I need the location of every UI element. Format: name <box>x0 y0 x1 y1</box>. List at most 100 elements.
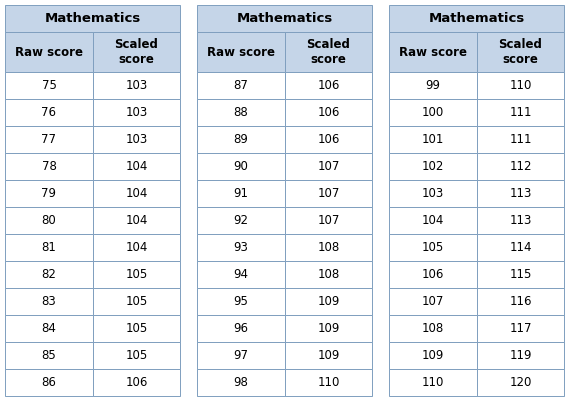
Text: 113: 113 <box>509 187 531 200</box>
Bar <box>285 72 372 99</box>
Bar <box>389 234 477 261</box>
Text: 105: 105 <box>125 295 148 308</box>
Bar <box>5 207 93 234</box>
Text: 109: 109 <box>422 349 444 362</box>
Text: 110: 110 <box>422 376 444 389</box>
Bar <box>197 342 285 369</box>
Bar <box>5 126 93 153</box>
Bar <box>93 261 180 288</box>
Text: Scaled
score: Scaled score <box>115 38 159 66</box>
Bar <box>477 261 564 288</box>
Text: Scaled
score: Scaled score <box>306 38 350 66</box>
Bar <box>389 369 477 396</box>
Text: 105: 105 <box>125 268 148 281</box>
Text: 105: 105 <box>125 322 148 335</box>
Text: 89: 89 <box>234 133 249 146</box>
Bar <box>477 126 564 153</box>
Text: 103: 103 <box>125 133 148 146</box>
Bar <box>197 315 285 342</box>
Bar <box>93 99 180 126</box>
Text: 104: 104 <box>125 160 148 173</box>
Text: 112: 112 <box>509 160 532 173</box>
Text: 87: 87 <box>234 79 249 92</box>
Bar <box>477 315 564 342</box>
Bar <box>197 369 285 396</box>
Bar <box>5 369 93 396</box>
Text: 115: 115 <box>509 268 531 281</box>
Bar <box>389 315 477 342</box>
Text: 104: 104 <box>125 214 148 227</box>
Bar <box>389 207 477 234</box>
Text: 88: 88 <box>234 106 248 119</box>
Text: 111: 111 <box>509 133 532 146</box>
Text: 80: 80 <box>42 214 57 227</box>
Text: 105: 105 <box>125 349 148 362</box>
Text: Mathematics: Mathematics <box>44 12 141 25</box>
Text: 119: 119 <box>509 349 532 362</box>
Text: 84: 84 <box>42 322 57 335</box>
Text: 92: 92 <box>234 214 249 227</box>
Text: Mathematics: Mathematics <box>237 12 332 25</box>
Text: 91: 91 <box>234 187 249 200</box>
Bar <box>93 288 180 315</box>
Bar <box>5 32 93 72</box>
Text: 104: 104 <box>422 214 444 227</box>
Bar <box>285 342 372 369</box>
Bar <box>93 207 180 234</box>
Text: 106: 106 <box>422 268 444 281</box>
Text: 75: 75 <box>42 79 57 92</box>
Text: 77: 77 <box>42 133 57 146</box>
Bar <box>389 5 564 32</box>
Bar <box>93 153 180 180</box>
Bar <box>285 261 372 288</box>
Text: 100: 100 <box>422 106 444 119</box>
Bar <box>285 153 372 180</box>
Text: 113: 113 <box>509 214 531 227</box>
Text: 109: 109 <box>317 349 340 362</box>
Bar <box>197 207 285 234</box>
Bar <box>197 288 285 315</box>
Bar <box>285 288 372 315</box>
Bar <box>197 5 372 32</box>
Bar <box>5 288 93 315</box>
Text: 95: 95 <box>234 295 249 308</box>
Bar <box>285 32 372 72</box>
Text: 109: 109 <box>317 295 340 308</box>
Text: 109: 109 <box>317 322 340 335</box>
Bar <box>197 126 285 153</box>
Bar <box>285 369 372 396</box>
Text: 104: 104 <box>125 241 148 254</box>
Bar <box>477 234 564 261</box>
Bar <box>389 32 477 72</box>
Text: 114: 114 <box>509 241 532 254</box>
Text: 82: 82 <box>42 268 57 281</box>
Text: Raw score: Raw score <box>207 45 275 59</box>
Bar <box>197 72 285 99</box>
Text: Raw score: Raw score <box>15 45 83 59</box>
Text: 76: 76 <box>42 106 57 119</box>
Bar <box>5 153 93 180</box>
Text: 103: 103 <box>125 106 148 119</box>
Text: Scaled
score: Scaled score <box>499 38 542 66</box>
Bar <box>5 234 93 261</box>
Text: 108: 108 <box>317 241 340 254</box>
Bar <box>477 207 564 234</box>
Bar <box>93 342 180 369</box>
Text: 116: 116 <box>509 295 532 308</box>
Bar <box>93 126 180 153</box>
Bar <box>197 153 285 180</box>
Bar <box>5 72 93 99</box>
Bar <box>5 99 93 126</box>
Bar <box>285 99 372 126</box>
Text: 85: 85 <box>42 349 57 362</box>
Bar <box>389 342 477 369</box>
Bar <box>389 72 477 99</box>
Bar <box>197 261 285 288</box>
Bar <box>5 5 180 32</box>
Text: 97: 97 <box>234 349 249 362</box>
Bar <box>477 369 564 396</box>
Text: 106: 106 <box>317 79 340 92</box>
Bar <box>389 126 477 153</box>
Bar <box>5 342 93 369</box>
Text: Mathematics: Mathematics <box>428 12 524 25</box>
